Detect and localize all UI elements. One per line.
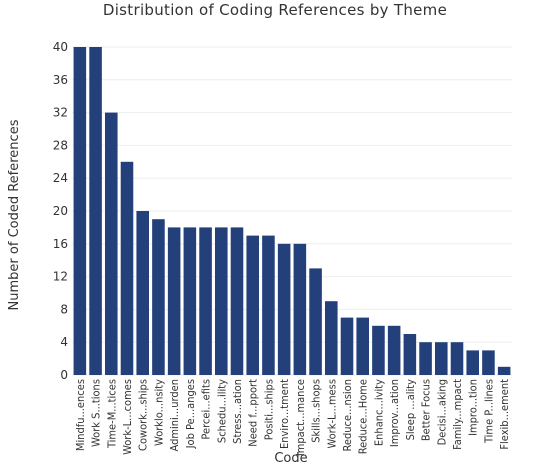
- x-tick-label: Positi...ships: [262, 379, 275, 440]
- bar: [325, 301, 338, 375]
- bar: [497, 366, 511, 375]
- y-axis-label: Number of Coded References: [7, 119, 22, 310]
- x-tick-label: Reduce...Home: [357, 379, 370, 454]
- x-tick-label: Percei...efits: [200, 379, 213, 440]
- bar: [340, 317, 354, 375]
- bar: [230, 227, 244, 375]
- y-tick-label: 0: [60, 368, 68, 382]
- x-tick-label: Work S...tions: [90, 379, 103, 447]
- y-tick-label: 20: [53, 204, 68, 218]
- bar: [277, 243, 291, 375]
- y-tick-label: 40: [53, 40, 68, 54]
- x-tick-label: Need f...pport: [247, 379, 260, 447]
- x-tick-label: Time P...lines: [482, 379, 495, 444]
- y-tick-label: 16: [53, 237, 68, 251]
- bar: [372, 325, 385, 375]
- x-tick-label: Sleep ...ality: [404, 379, 417, 441]
- bar: [89, 47, 102, 375]
- bar: [482, 350, 495, 375]
- bar: [167, 227, 181, 375]
- x-tick-label: Enviro...tment: [278, 379, 291, 449]
- y-tick-label: 4: [60, 335, 68, 349]
- bar: [435, 342, 448, 375]
- x-tick-label: Family...mpact: [451, 379, 464, 450]
- y-tick-label: 28: [53, 138, 68, 152]
- chart-title: Distribution of Coding References by The…: [103, 1, 447, 19]
- y-tick-labels: 0 4 8 12 16 20 24 28 32 36 40: [53, 40, 68, 382]
- bar: [293, 243, 307, 375]
- bars: [73, 47, 511, 375]
- x-tick-label: Decisi...aking: [435, 379, 448, 445]
- bar: [152, 219, 165, 375]
- x-tick-labels: Mindfu...ences Work S...tions Time-M...tic…: [74, 379, 511, 456]
- bar: [105, 112, 118, 375]
- x-tick-label: Time-M...tices: [105, 379, 118, 449]
- x-tick-label: Work-L...mess: [325, 379, 338, 449]
- bar: [403, 334, 417, 375]
- bar: [387, 325, 401, 375]
- y-tick-label: 24: [53, 171, 68, 185]
- x-tick-label: Skills...shops: [310, 379, 323, 443]
- bar: [262, 235, 275, 375]
- x-tick-label: Better Focus: [420, 379, 433, 441]
- x-tick-label: Enhanc...ivity: [372, 379, 385, 446]
- bar: [120, 161, 134, 375]
- x-tick-label: Mindfu...ences: [74, 379, 87, 451]
- bar: [419, 342, 432, 375]
- x-tick-label: Schedu...ility: [215, 379, 228, 443]
- x-tick-label: Worklo...nsity: [152, 379, 165, 446]
- bar: [466, 350, 479, 375]
- y-tick-label: 8: [60, 302, 68, 316]
- x-tick-label: Impro...tion: [467, 379, 480, 436]
- y-tick-label: 36: [53, 73, 68, 87]
- x-tick-label: Impact...mance: [294, 379, 307, 456]
- bar: [450, 342, 464, 375]
- y-tick-label: 12: [53, 270, 68, 284]
- bar: [246, 235, 259, 375]
- x-tick-label: Improv...ation: [388, 379, 401, 447]
- bar: [183, 227, 197, 375]
- x-tick-label: Job Pe...anges: [184, 379, 197, 449]
- bar: [199, 227, 212, 375]
- x-tick-label: Stress...ation: [231, 379, 244, 444]
- bar: [136, 211, 149, 375]
- x-tick-label: Work-L...comes: [121, 379, 134, 455]
- bar: [356, 317, 369, 375]
- bar: [73, 47, 87, 375]
- x-tick-label: Flexib...ement: [498, 379, 511, 450]
- x-tick-label: Admini...urden: [168, 379, 181, 452]
- x-tick-label: Reduce...nsion: [341, 379, 354, 452]
- x-axis-label: Code: [274, 451, 307, 466]
- x-tick-label: Cowork...ships: [137, 379, 150, 451]
- bar: [215, 227, 228, 375]
- bar: [309, 268, 322, 375]
- y-tick-label: 32: [53, 106, 68, 120]
